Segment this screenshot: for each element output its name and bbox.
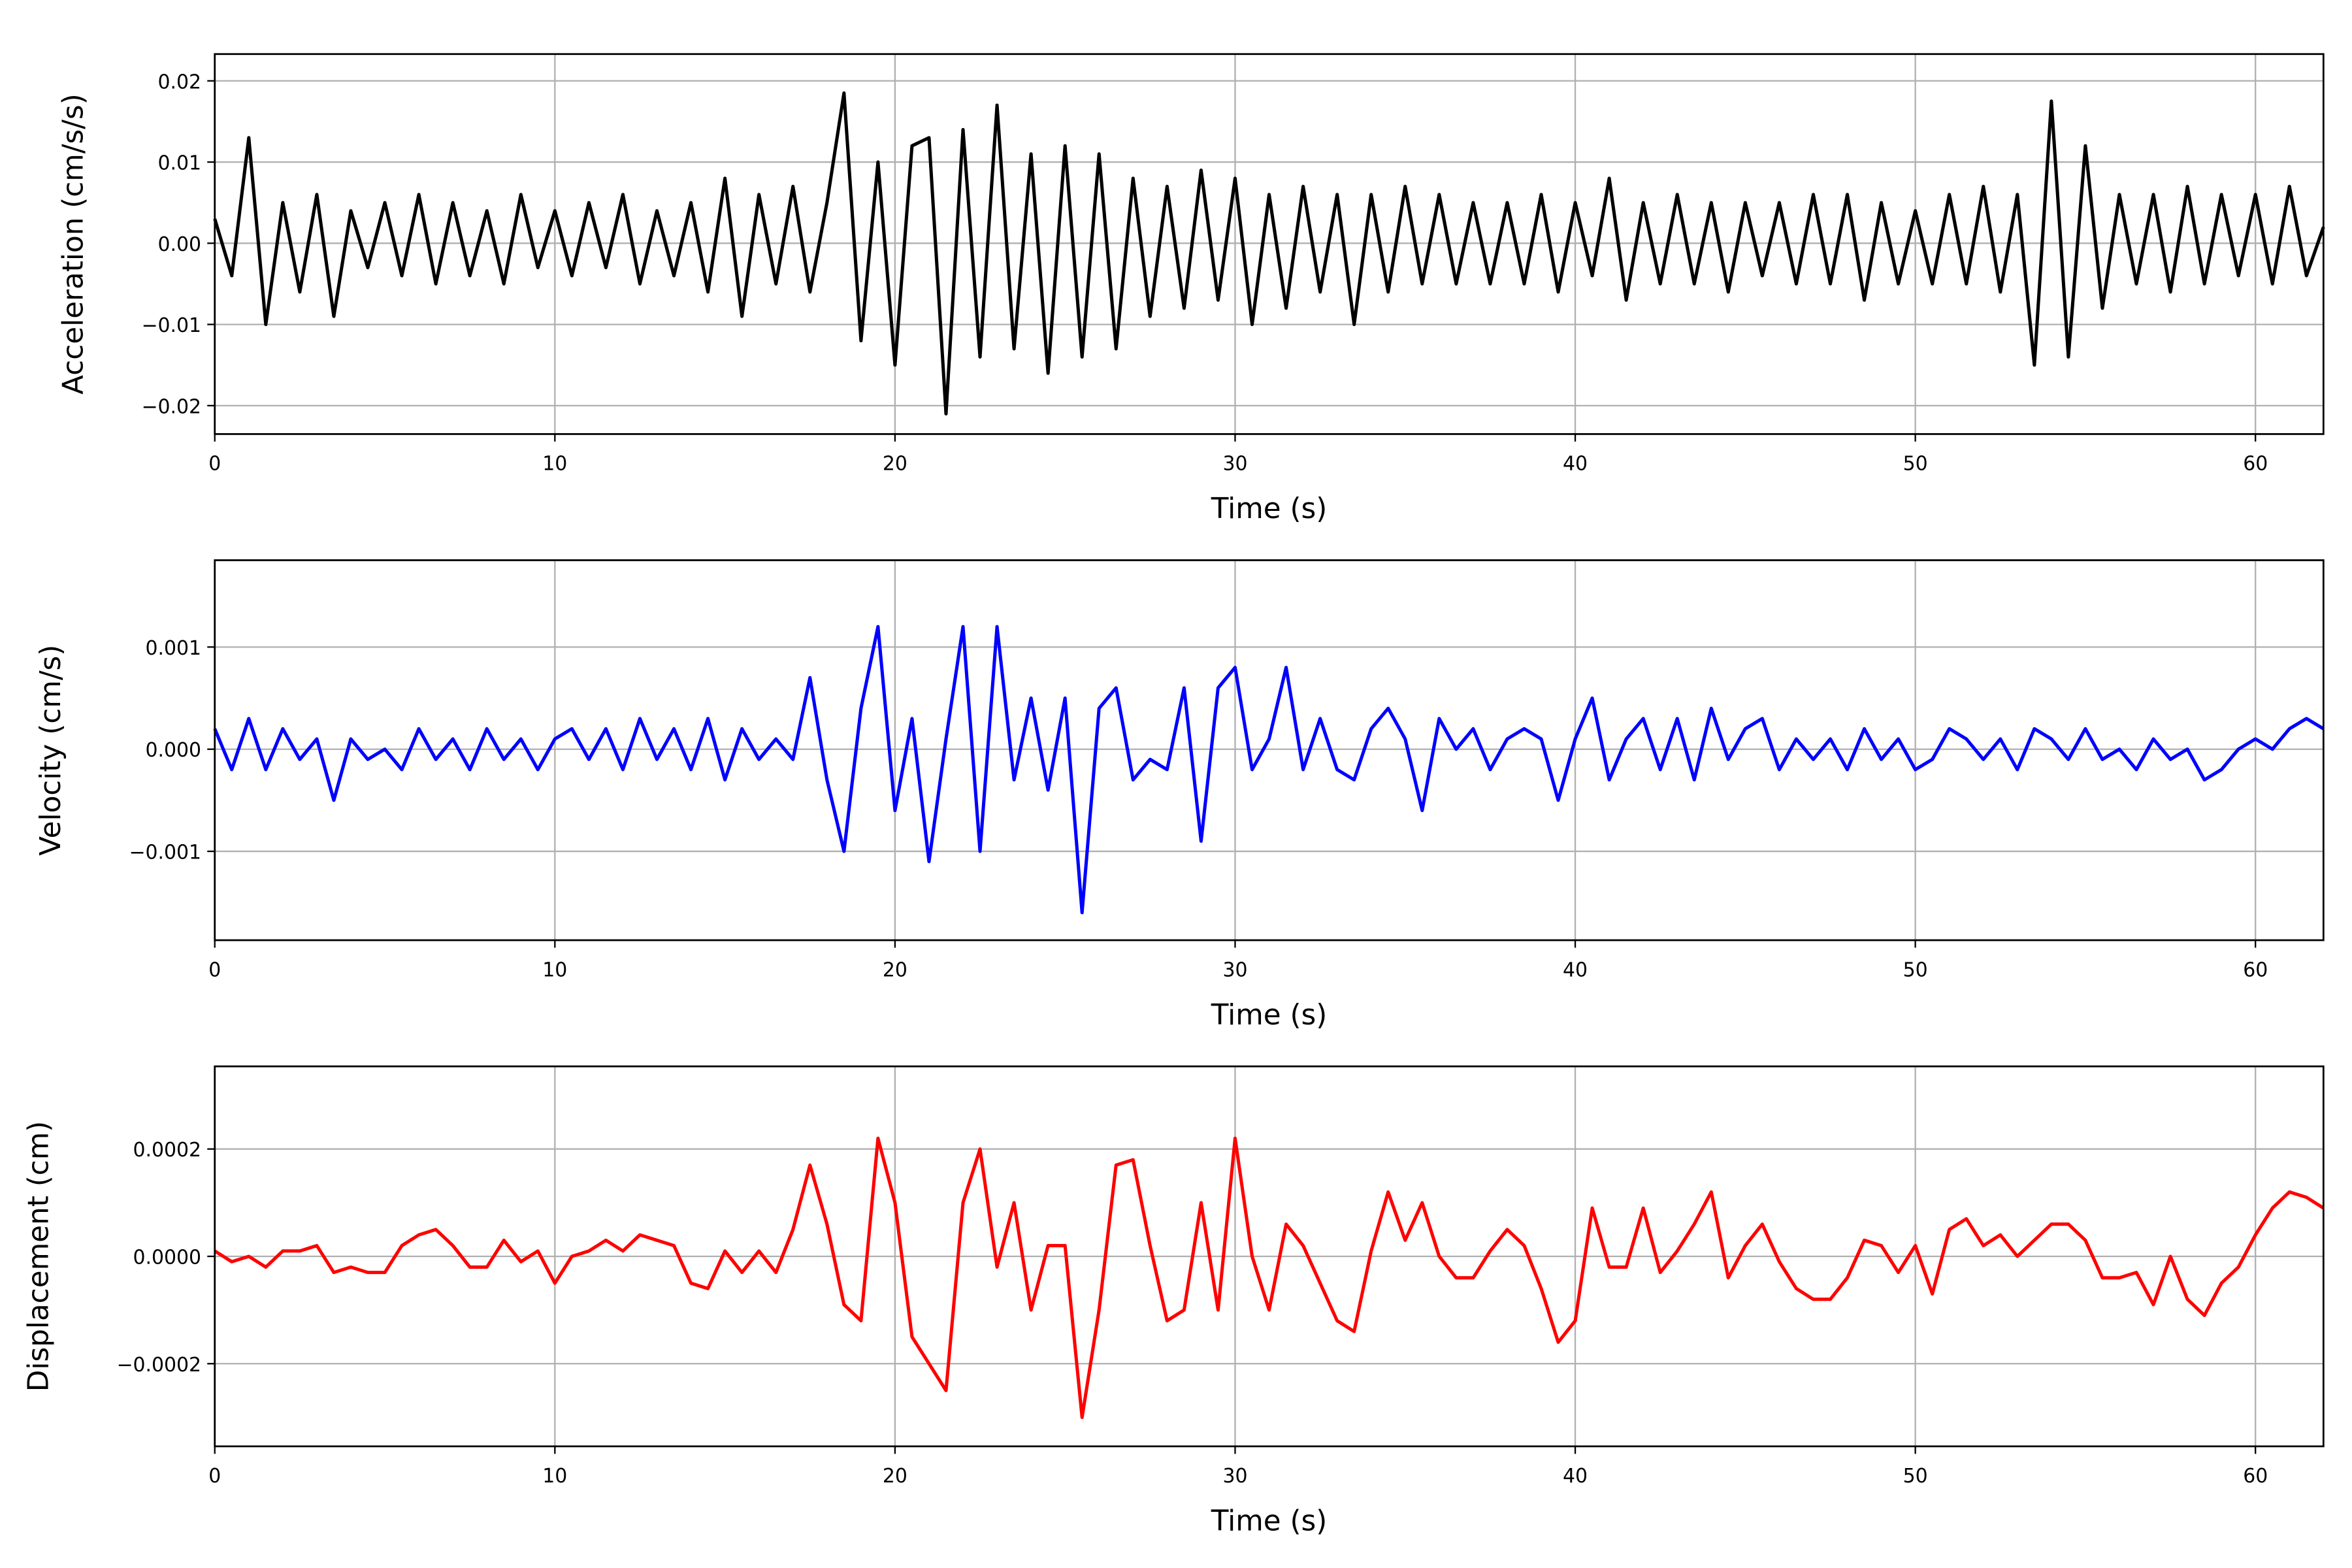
- x-tick-label: 60: [2243, 958, 2268, 981]
- x-tick-label: 60: [2243, 1465, 2268, 1488]
- y-tick-label: −0.001: [129, 841, 201, 864]
- data-line: [213, 625, 2325, 915]
- x-tick-label: 60: [2243, 453, 2268, 476]
- x-tick-label: 0: [208, 1465, 221, 1488]
- y-tick-label: 0.001: [146, 637, 202, 660]
- x-tick-label: 10: [542, 958, 567, 981]
- x-tick-label: 10: [542, 1465, 567, 1488]
- x-tick-label: 50: [1903, 453, 1928, 476]
- x-tick-label: 40: [1563, 453, 1588, 476]
- x-tick-label: 20: [883, 958, 907, 981]
- x-tick-label: 50: [1903, 958, 1928, 981]
- x-tick-label: 50: [1903, 1465, 1928, 1488]
- y-tick-label: −0.01: [141, 314, 201, 337]
- x-tick-label: 20: [883, 1465, 907, 1488]
- x-tick-label: 20: [883, 453, 907, 476]
- x-tick-label: 10: [542, 453, 567, 476]
- x-tick-label: 30: [1222, 1465, 1247, 1488]
- plot-frame: [214, 1065, 2325, 1448]
- x-axis-label: Time (s): [1211, 998, 1328, 1032]
- y-tick-label: 0.02: [158, 71, 202, 93]
- y-tick-label: 0.0000: [133, 1246, 201, 1269]
- y-tick-label: 0.01: [158, 152, 202, 175]
- y-tick-label: 0.0002: [133, 1139, 201, 1162]
- plot-frame: [214, 53, 2325, 435]
- y-tick-label: 0.000: [146, 739, 202, 762]
- data-line: [214, 1136, 2325, 1419]
- plot-frame: [214, 559, 2325, 941]
- y-axis-label: Displacement (cm): [22, 1121, 56, 1392]
- x-tick-label: 0: [208, 453, 221, 476]
- x-tick-label: 40: [1563, 1465, 1588, 1488]
- x-tick-label: 30: [1222, 958, 1247, 981]
- data-line: [213, 91, 2325, 416]
- x-tick-label: 40: [1563, 958, 1588, 981]
- y-tick-label: −0.0002: [116, 1354, 201, 1377]
- x-tick-label: 30: [1222, 453, 1247, 476]
- y-tick-label: −0.02: [141, 395, 201, 418]
- y-axis-label: Acceleration (cm/s/s): [56, 93, 90, 395]
- x-axis-label: Time (s): [1211, 492, 1328, 525]
- y-axis-label: Velocity (cm/s): [34, 645, 67, 856]
- x-tick-label: 0: [208, 958, 221, 981]
- x-axis-label: Time (s): [1211, 1505, 1328, 1538]
- y-tick-label: 0.00: [158, 233, 202, 256]
